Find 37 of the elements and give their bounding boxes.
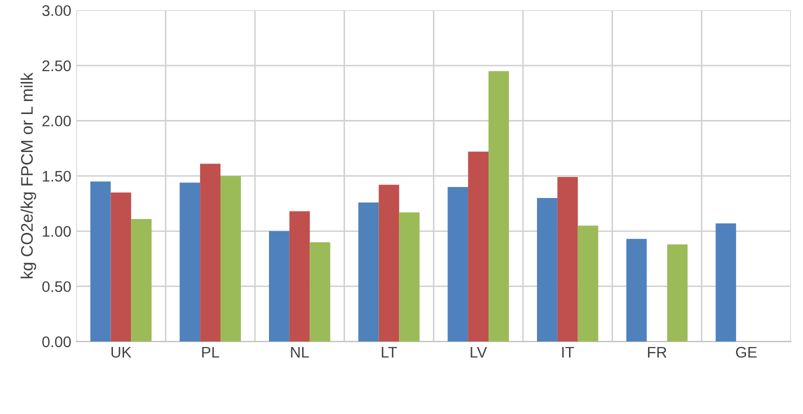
x-tick-label: FR	[648, 346, 666, 358]
bar	[289, 211, 310, 342]
bar	[716, 223, 736, 342]
x-tick-label: LV	[470, 346, 487, 358]
y-tick-label: 3.00	[42, 5, 71, 16]
bar	[536, 198, 558, 342]
bar	[448, 186, 468, 342]
y-tick-label: 2.50	[42, 60, 71, 72]
x-tick-label: GE	[736, 346, 757, 358]
x-tick-label: NL	[291, 346, 309, 358]
bar	[667, 244, 688, 342]
bar	[626, 238, 647, 342]
x-tick-label: PL	[202, 346, 220, 358]
bar	[358, 202, 379, 342]
bar	[220, 176, 241, 342]
bar	[578, 226, 598, 342]
bar	[378, 184, 400, 342]
bar	[399, 212, 420, 342]
y-tick-label: 0.50	[42, 281, 71, 292]
bar	[110, 192, 132, 342]
bar	[90, 181, 111, 342]
bar	[310, 242, 330, 342]
bar	[557, 177, 578, 342]
bar	[131, 219, 152, 342]
y-tick-label: 2.00	[42, 116, 71, 126]
x-tick-label: LT	[382, 346, 397, 358]
bar	[180, 182, 200, 342]
y-tick-label: 0.00	[42, 336, 71, 348]
x-tick-label: IT	[562, 346, 574, 358]
y-tick-label: 1.50	[42, 170, 71, 182]
bar	[488, 71, 509, 342]
y-tick-label: 1.00	[42, 226, 71, 237]
bar	[268, 231, 290, 342]
bar	[200, 164, 220, 342]
x-tick-label: UK	[112, 346, 132, 358]
y-axis-title: kg CO2e/kg FPCM or L milk	[20, 72, 36, 278]
bar	[468, 152, 488, 342]
